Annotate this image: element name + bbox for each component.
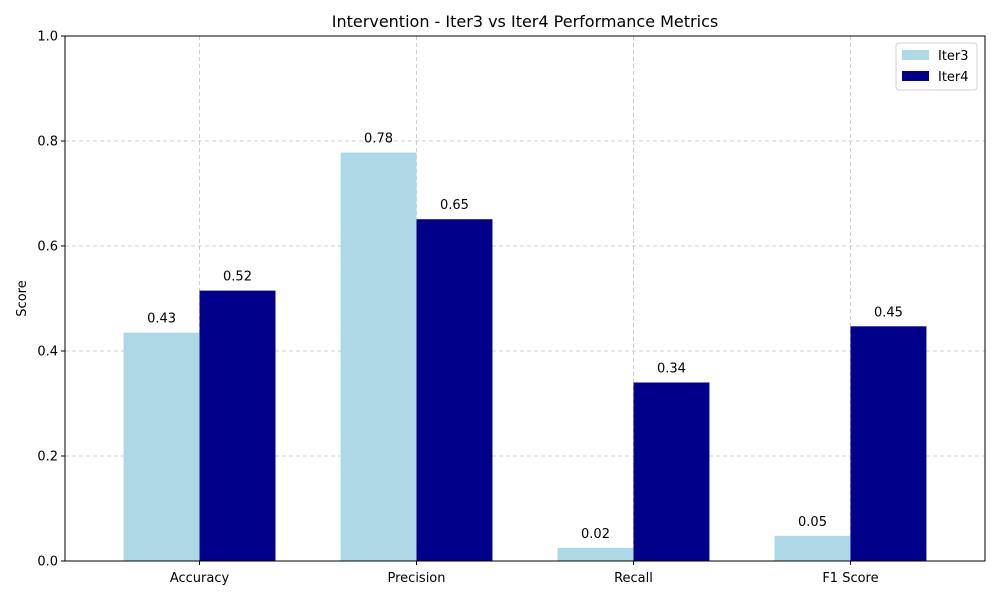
data-label-iter4-f1-score: 0.45 bbox=[874, 305, 903, 320]
legend-swatch-iter4 bbox=[902, 71, 929, 81]
data-label-iter4-recall: 0.34 bbox=[657, 362, 686, 377]
legend: Iter3 Iter4 bbox=[895, 42, 978, 91]
plot-frame bbox=[64, 35, 986, 562]
data-label-iter3-precision: 0.78 bbox=[364, 132, 393, 147]
bar-iter4-precision bbox=[416, 219, 493, 561]
y-tick-label: 0.2 bbox=[37, 450, 58, 465]
bar-iter3-accuracy bbox=[123, 332, 200, 561]
x-tick-label-recall: Recall bbox=[614, 571, 653, 586]
chart-title: Intervention - Iter3 vs Iter4 Performanc… bbox=[332, 12, 718, 31]
x-tick-label-f1-score: F1 Score bbox=[822, 571, 878, 586]
data-label-layer: 0.43 0.78 0.02 0.05 0.52 0.65 0.34 0.45 bbox=[147, 132, 903, 542]
data-label-iter4-accuracy: 0.52 bbox=[223, 270, 252, 285]
y-tick-label: 0.6 bbox=[37, 240, 58, 255]
bar-iter3-f1-score bbox=[774, 535, 851, 561]
axis-layer: 0.0 0.2 0.4 0.6 0.8 1.0 Accuracy Precision Recal… bbox=[37, 30, 878, 587]
data-label-iter4-precision: 0.65 bbox=[440, 198, 469, 213]
y-tick-label: 1.0 bbox=[37, 30, 58, 45]
y-axis-label: Score bbox=[15, 280, 30, 316]
data-label-iter3-accuracy: 0.43 bbox=[147, 312, 176, 327]
legend-label-iter4: Iter4 bbox=[938, 70, 969, 85]
x-tick-label-accuracy: Accuracy bbox=[170, 571, 230, 586]
y-tick-label: 0.4 bbox=[37, 345, 58, 360]
y-tick-label: 0.8 bbox=[37, 135, 58, 150]
legend-label-iter3: Iter3 bbox=[938, 49, 969, 64]
bar-iter3-precision bbox=[340, 152, 417, 562]
bar-iter4-accuracy bbox=[199, 290, 276, 561]
x-tick-label-precision: Precision bbox=[388, 571, 446, 586]
legend-swatch-iter3 bbox=[902, 50, 929, 60]
bar-iter4-f1-score bbox=[850, 326, 927, 561]
bar-layer bbox=[123, 152, 927, 562]
data-label-iter3-f1-score: 0.05 bbox=[798, 515, 827, 530]
data-label-iter3-recall: 0.02 bbox=[581, 527, 610, 542]
bar-iter4-recall bbox=[633, 382, 710, 561]
bar-iter3-recall bbox=[557, 547, 634, 561]
y-tick-label: 0.0 bbox=[37, 555, 58, 570]
